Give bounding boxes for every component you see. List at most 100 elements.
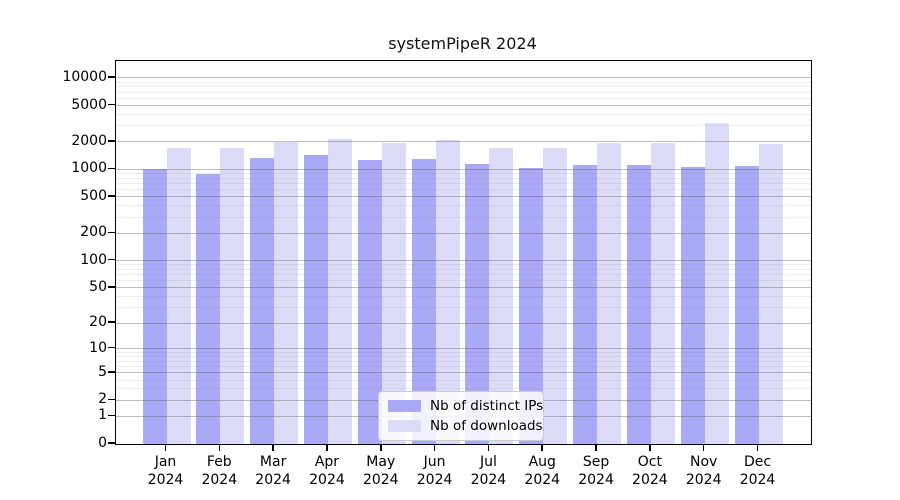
x-tick-label-may: May 2024: [362, 454, 399, 488]
bar-downloads-apr: [327, 139, 352, 444]
y-tick-label-100: 100: [80, 251, 107, 268]
x-tick-label-feb: Feb 2024: [201, 454, 238, 488]
legend-label-distinct-ips: Nb of distinct IPs: [430, 398, 544, 414]
bar-distinct-ips-mar: [250, 158, 275, 444]
bar-distinct-ips-jan: [142, 168, 167, 444]
y-tick-label-2000: 2000: [71, 132, 107, 149]
y-tick-label-10: 10: [89, 339, 107, 356]
chart-title: systemPipeR 2024: [388, 34, 537, 53]
x-tick-label-mar: Mar 2024: [255, 454, 291, 488]
bar-distinct-ips-may: [357, 160, 382, 444]
gridline-minor-6: [116, 366, 811, 368]
x-tick-mark-mar: [272, 444, 274, 451]
gridline-minor-900: [116, 173, 811, 175]
y-tick-mark-2: [108, 398, 115, 401]
gridline-major-100: [116, 260, 811, 262]
y-tick-label-5000: 5000: [71, 96, 107, 113]
gridline-minor-300: [116, 216, 811, 218]
y-tick-label-2: 2: [98, 391, 107, 408]
y-tick-label-1: 1: [98, 407, 107, 424]
x-tick-mark-jun: [433, 444, 436, 451]
gridline-minor-700: [116, 183, 811, 185]
gridline-minor-400: [116, 205, 811, 207]
y-tick-mark-100: [108, 258, 115, 261]
gridline-major-2000: [116, 141, 811, 143]
y-tick-mark-0: [108, 442, 115, 444]
gridline-minor-60: [116, 280, 811, 282]
y-tick-label-1000: 1000: [71, 160, 107, 177]
x-tick-label-dec: Dec 2024: [739, 454, 776, 488]
x-tick-mark-jan: [164, 444, 167, 451]
gridline-minor-9: [116, 352, 811, 353]
y-tick-mark-200: [108, 231, 115, 233]
bar-downloads-sep: [597, 142, 622, 444]
legend-row-downloads: Nb of downloads: [388, 418, 543, 434]
bar-downloads-aug: [543, 148, 568, 444]
plot-area: [115, 60, 812, 445]
gridline-minor-4: [116, 379, 811, 381]
gridline-major-500: [116, 196, 811, 198]
gridline-minor-8000: [116, 86, 811, 88]
bar-distinct-ips-sep: [573, 165, 598, 444]
gridline-major-5000: [116, 105, 811, 107]
gridline-minor-600: [116, 189, 811, 191]
x-tick-label-jul: Jul 2024: [470, 454, 507, 488]
legend: Nb of distinct IPs Nb of downloads: [378, 391, 544, 441]
x-tick-mark-aug: [541, 444, 543, 451]
x-tick-label-apr: Apr 2024: [309, 454, 345, 488]
x-tick-mark-sep: [595, 444, 597, 451]
gridline-major-1000: [116, 168, 811, 170]
bar-downloads-dec: [758, 143, 783, 444]
gridline-minor-90: [116, 264, 811, 266]
gridline-minor-7000: [116, 91, 811, 93]
gridline-major-20: [116, 322, 811, 324]
bar-distinct-ips-oct: [626, 165, 651, 444]
bar-downloads-mar: [274, 141, 299, 444]
bar-downloads-oct: [650, 142, 675, 444]
y-tick-mark-5000: [108, 103, 115, 106]
bar-downloads-feb: [220, 147, 245, 444]
legend-swatch-distinct-ips: [388, 400, 421, 412]
y-tick-mark-500: [108, 195, 115, 197]
gridline-minor-40: [116, 295, 811, 297]
gridline-minor-70: [116, 274, 811, 276]
y-tick-mark-10: [108, 346, 115, 349]
gridline-major-10000: [116, 77, 811, 79]
legend-label-downloads: Nb of downloads: [430, 418, 543, 434]
gridline-minor-30: [116, 307, 811, 309]
gridline-major-200: [116, 232, 811, 234]
bar-distinct-ips-apr: [303, 155, 328, 444]
bar-downloads-nov: [704, 122, 729, 444]
bar-distinct-ips-nov: [680, 167, 705, 444]
x-tick-mark-jul: [487, 444, 490, 451]
gridlines-layer: [116, 61, 811, 444]
gridline-minor-4000: [116, 113, 811, 115]
bar-downloads-jan: [166, 148, 191, 444]
gridline-minor-80: [116, 268, 811, 270]
x-tick-mark-may: [380, 444, 382, 451]
x-tick-label-oct: Oct 2024: [632, 454, 668, 488]
y-tick-label-200: 200: [80, 224, 107, 241]
x-tick-label-nov: Nov 2024: [685, 454, 722, 488]
y-tick-label-20: 20: [89, 314, 107, 331]
y-tick-label-0: 0: [98, 435, 107, 451]
x-tick-label-jun: Jun 2024: [416, 454, 453, 488]
y-tick-mark-1000: [108, 167, 115, 170]
y-tick-mark-1: [108, 414, 115, 417]
y-tick-mark-50: [108, 286, 115, 288]
y-tick-mark-2000: [108, 140, 115, 142]
gridline-minor-9000: [116, 81, 811, 83]
gridline-minor-3000: [116, 125, 811, 127]
legend-swatch-downloads: [388, 420, 421, 432]
gridline-minor-3: [116, 388, 811, 390]
gridline-minor-6000: [116, 97, 811, 99]
gridline-minor-800: [116, 177, 811, 179]
y-tick-mark-5: [108, 371, 115, 373]
x-tick-mark-apr: [326, 444, 328, 451]
gridline-minor-7: [116, 360, 811, 362]
y-tick-label-10000: 10000: [62, 68, 107, 85]
bar-distinct-ips-dec: [734, 166, 759, 444]
x-tick-mark-feb: [218, 444, 221, 451]
y-tick-mark-10000: [108, 76, 115, 78]
